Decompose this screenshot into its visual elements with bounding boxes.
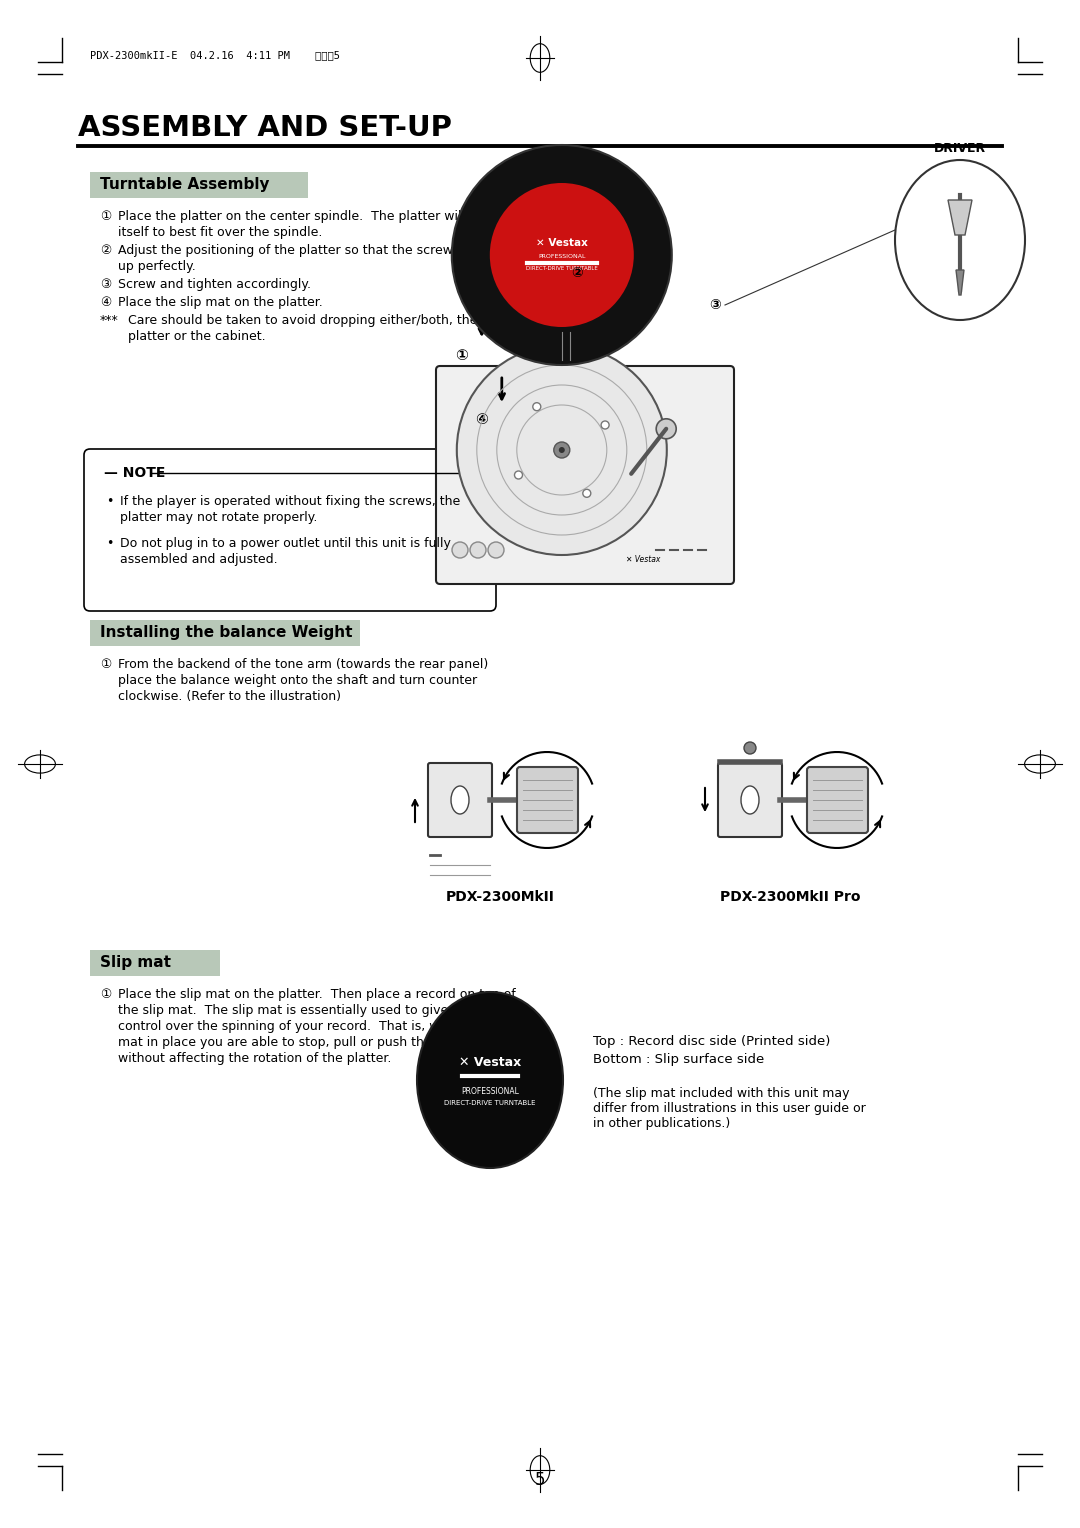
Text: DIRECT-DRIVE TURNTABLE: DIRECT-DRIVE TURNTABLE: [444, 1100, 536, 1106]
Text: place the balance weight onto the shaft and turn counter: place the balance weight onto the shaft …: [118, 674, 477, 688]
FancyBboxPatch shape: [436, 367, 734, 584]
Text: Screw and tighten accordingly.: Screw and tighten accordingly.: [118, 278, 311, 290]
Text: Installing the balance Weight: Installing the balance Weight: [100, 625, 352, 640]
Text: (The slip mat included with this unit may
differ from illustrations in this user: (The slip mat included with this unit ma…: [593, 1086, 866, 1131]
Text: ③: ③: [100, 278, 111, 290]
Circle shape: [744, 743, 756, 753]
Circle shape: [490, 183, 634, 327]
Circle shape: [470, 542, 486, 558]
Text: ③: ③: [710, 298, 720, 312]
FancyBboxPatch shape: [618, 472, 640, 489]
Circle shape: [457, 345, 666, 555]
Text: Slip mat: Slip mat: [100, 955, 171, 970]
Text: ②: ②: [571, 266, 583, 280]
FancyBboxPatch shape: [90, 950, 220, 976]
Text: ④: ④: [100, 296, 111, 309]
Text: platter may not rotate properly.: platter may not rotate properly.: [120, 510, 318, 524]
Text: •: •: [106, 495, 113, 507]
Text: Bottom : Slip surface side: Bottom : Slip surface side: [593, 1053, 765, 1067]
Text: the slip mat.  The slip mat is essentially used to give you better: the slip mat. The slip mat is essentiall…: [118, 1004, 517, 1018]
Ellipse shape: [741, 785, 759, 814]
Circle shape: [583, 489, 591, 497]
Text: without affecting the rotation of the platter.: without affecting the rotation of the pl…: [118, 1051, 391, 1065]
Text: ①: ①: [100, 659, 111, 671]
Circle shape: [602, 422, 609, 429]
Text: From the backend of the tone arm (towards the rear panel): From the backend of the tone arm (toward…: [118, 659, 488, 671]
Text: Place the slip mat on the platter.: Place the slip mat on the platter.: [118, 296, 323, 309]
Text: PDX-2300MkII: PDX-2300MkII: [446, 889, 554, 905]
Polygon shape: [948, 200, 972, 235]
Text: Do not plug in to a power outlet until this unit is fully: Do not plug in to a power outlet until t…: [120, 536, 450, 550]
Circle shape: [514, 471, 523, 478]
Circle shape: [451, 145, 672, 365]
Text: Adjust the positioning of the platter so that the screw holes line: Adjust the positioning of the platter so…: [118, 244, 517, 257]
Text: DIRECT-DRIVE TURNTABLE: DIRECT-DRIVE TURNTABLE: [526, 266, 597, 270]
Text: Care should be taken to avoid dropping either/both, the: Care should be taken to avoid dropping e…: [129, 313, 477, 327]
Circle shape: [488, 542, 504, 558]
Text: Place the slip mat on the platter.  Then place a record on top of: Place the slip mat on the platter. Then …: [118, 989, 516, 1001]
Text: DRIVER: DRIVER: [934, 142, 986, 154]
Text: •: •: [106, 536, 113, 550]
Text: ✕ Vestax: ✕ Vestax: [459, 1056, 522, 1068]
FancyBboxPatch shape: [517, 767, 578, 833]
Text: ①: ①: [456, 347, 469, 362]
Ellipse shape: [451, 785, 469, 814]
Circle shape: [657, 419, 676, 439]
Text: PROFESSIONAL: PROFESSIONAL: [538, 255, 585, 260]
Text: assembled and adjusted.: assembled and adjusted.: [120, 553, 278, 565]
Text: control over the spinning of your record.  That is, with the slip: control over the spinning of your record…: [118, 1021, 505, 1033]
Text: platter or the cabinet.: platter or the cabinet.: [129, 330, 266, 342]
FancyBboxPatch shape: [90, 620, 360, 646]
Circle shape: [532, 403, 541, 411]
Text: itself to best fit over the spindle.: itself to best fit over the spindle.: [118, 226, 322, 238]
Text: Place the platter on the center spindle.  The platter will adjust: Place the platter on the center spindle.…: [118, 209, 508, 223]
FancyBboxPatch shape: [718, 762, 782, 837]
Text: ✕ Vestax: ✕ Vestax: [625, 556, 660, 564]
Text: ✕ Vestax: ✕ Vestax: [536, 238, 588, 248]
Text: ASSEMBLY AND SET-UP: ASSEMBLY AND SET-UP: [78, 115, 453, 142]
Text: PROFESSIONAL: PROFESSIONAL: [461, 1088, 518, 1097]
Text: clockwise. (Refer to the illustration): clockwise. (Refer to the illustration): [118, 691, 341, 703]
FancyBboxPatch shape: [84, 449, 496, 611]
Text: ***: ***: [100, 313, 119, 327]
Text: up perfectly.: up perfectly.: [118, 260, 195, 274]
FancyBboxPatch shape: [90, 173, 308, 199]
Ellipse shape: [417, 992, 563, 1167]
Text: If the player is operated without fixing the screws, the: If the player is operated without fixing…: [120, 495, 460, 507]
Circle shape: [558, 448, 565, 452]
Text: ④: ④: [475, 413, 488, 428]
FancyBboxPatch shape: [807, 767, 868, 833]
FancyBboxPatch shape: [428, 762, 492, 837]
Text: PDX-2300MkII Pro: PDX-2300MkII Pro: [719, 889, 861, 905]
Circle shape: [453, 542, 468, 558]
Ellipse shape: [895, 160, 1025, 319]
Polygon shape: [956, 270, 964, 295]
Text: Turntable Assembly: Turntable Assembly: [100, 177, 270, 193]
Text: — NOTE: — NOTE: [104, 466, 165, 480]
Text: ①: ①: [100, 209, 111, 223]
Text: PDX-2300mkII-E  04.2.16  4:11 PM    ページ5: PDX-2300mkII-E 04.2.16 4:11 PM ページ5: [90, 50, 340, 60]
Circle shape: [554, 442, 570, 458]
Text: 5: 5: [535, 1471, 545, 1488]
Text: ①: ①: [100, 989, 111, 1001]
Text: mat in place you are able to stop, pull or push the record: mat in place you are able to stop, pull …: [118, 1036, 476, 1050]
Text: ②: ②: [100, 244, 111, 257]
Text: Top : Record disc side (Printed side): Top : Record disc side (Printed side): [593, 1034, 831, 1048]
